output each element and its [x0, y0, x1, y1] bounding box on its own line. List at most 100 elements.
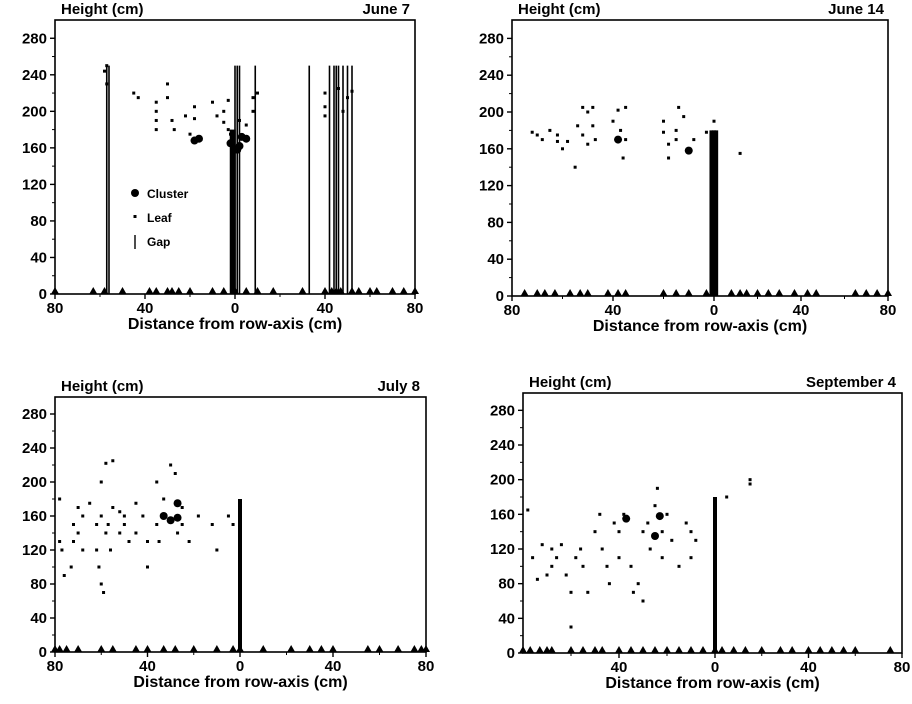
ground-triangle [131, 645, 140, 652]
leaf-point [155, 523, 159, 526]
ground-triangle [788, 646, 797, 653]
leaf-point [550, 547, 554, 551]
leaf-point [188, 132, 192, 136]
leaf-point [256, 91, 259, 95]
ground-triangle [208, 287, 217, 294]
leaf-point [662, 130, 665, 134]
x-tick-label: 0 [236, 658, 244, 675]
ground-triangle [547, 646, 556, 653]
leaf-point [600, 547, 604, 551]
leaf-point [631, 590, 635, 594]
ground-triangle [614, 289, 623, 296]
ground-triangle [422, 645, 430, 652]
ground-triangle [143, 645, 152, 652]
ground-triangle [298, 287, 307, 294]
leaf-point [694, 538, 698, 542]
ground-triangle [699, 646, 707, 653]
leaf-point [238, 118, 241, 122]
ground-triangle [567, 646, 575, 653]
leaf-point [76, 531, 80, 535]
ground-triangle [145, 287, 154, 294]
ground-triangle [702, 289, 711, 296]
leaf-point [591, 124, 595, 128]
leaf-point [58, 540, 62, 543]
x-axis-label: Distance from row-axis (cm) [605, 675, 819, 692]
leaf-point [586, 590, 590, 594]
ground-triangle [159, 645, 168, 652]
leaf-point [180, 523, 184, 526]
x-tick-label: 80 [418, 658, 435, 675]
leaf-point [337, 87, 340, 90]
ground-triangle [253, 287, 262, 294]
leaf-point [122, 514, 126, 518]
leaf-point [111, 459, 115, 463]
leaf-point [586, 110, 590, 114]
ground-triangle [520, 289, 529, 296]
ground-triangle [639, 646, 647, 653]
leaf-point [641, 599, 645, 603]
leaf-point [102, 591, 106, 594]
leaf-point [611, 119, 615, 123]
ground-triangle [598, 646, 607, 653]
x-tick-label: 40 [605, 302, 622, 319]
x-tick-label: 40 [137, 300, 154, 317]
leaf-point [104, 531, 108, 535]
x-axis-label: Distance from row-axis (cm) [593, 318, 807, 335]
leaf-point [118, 510, 122, 514]
y-tick-label: 120 [490, 541, 515, 558]
ground-triangle [718, 646, 727, 653]
y-tick-label: 160 [22, 140, 47, 157]
leaf-point [146, 540, 149, 543]
leaf-point [531, 556, 535, 560]
leaf-point [555, 133, 559, 137]
leaf-point [251, 109, 255, 113]
leaf-point [624, 138, 628, 142]
leaf-point [530, 130, 534, 134]
leaf-point [605, 564, 609, 568]
leaf-point [725, 495, 729, 499]
leaf-point [118, 531, 122, 535]
x-tick-label: 40 [800, 659, 817, 676]
y-tick-label: 80 [498, 576, 515, 593]
x-tick-label: 0 [231, 300, 239, 317]
chart-title: September 4 [806, 374, 897, 391]
ground-triangle [399, 287, 408, 294]
leaf-point [581, 133, 585, 137]
leaf-point [222, 109, 226, 113]
cluster-point [233, 145, 242, 154]
leaf-point [738, 151, 742, 155]
y-tick-label: 160 [22, 508, 47, 525]
y-tick-label: 280 [22, 406, 47, 423]
plot-frame [511, 19, 889, 297]
y-tick-label: 0 [39, 644, 47, 661]
cluster-point [242, 134, 251, 143]
leaf-point [569, 590, 573, 594]
leaf-point [193, 105, 196, 109]
leaf-point [621, 156, 625, 160]
leaf-point [323, 91, 327, 95]
leaf-point [674, 128, 678, 132]
leaf-point [180, 506, 184, 509]
leaf-point [166, 82, 169, 86]
leaf-point [619, 128, 623, 132]
y-tick-label: 200 [479, 104, 504, 121]
y-tick-label: 200 [490, 472, 515, 489]
leaf-point [598, 512, 602, 516]
x-tick-label: 80 [47, 300, 64, 317]
ground-triangle [171, 645, 180, 652]
ground-triangle [74, 645, 83, 652]
ground-triangle [242, 287, 251, 294]
leaf-point [555, 139, 559, 143]
leaf-point [660, 556, 664, 560]
x-tick-label: 80 [880, 302, 897, 319]
leaf-point [748, 478, 752, 482]
ground-triangle [168, 287, 176, 294]
leaf-point [88, 501, 92, 505]
leaf-point [573, 165, 577, 169]
ground-triangle [566, 289, 575, 296]
ground-triangle [663, 646, 671, 653]
y-tick-label: 240 [490, 437, 515, 454]
leaf-point [81, 548, 85, 552]
cluster-point [159, 512, 168, 520]
